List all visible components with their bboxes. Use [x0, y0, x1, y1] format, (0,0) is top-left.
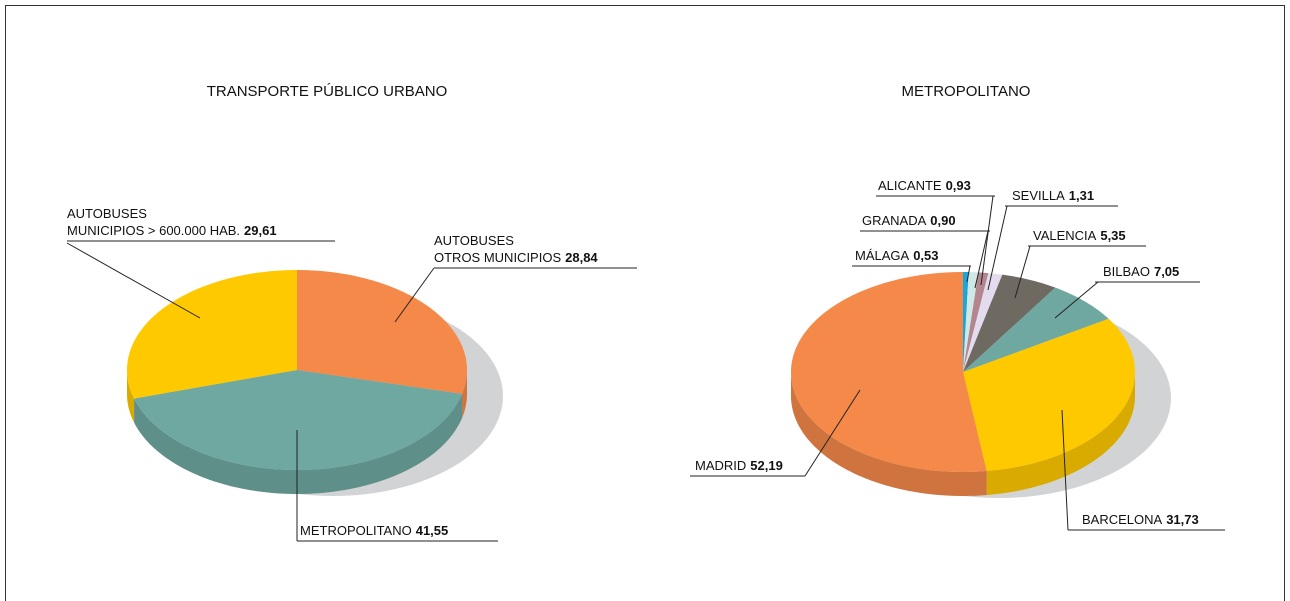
slice-side	[791, 372, 987, 496]
slice-side	[986, 372, 1135, 496]
value-label: 41,55	[415, 523, 449, 538]
slice-side	[127, 370, 135, 423]
leader-line	[1061, 409, 1069, 531]
value-label: 28,84	[565, 250, 598, 265]
slice-label: METROPOLITANO 41,55	[300, 522, 448, 539]
value-label: 1,31	[1068, 188, 1095, 203]
pie-slice	[963, 272, 969, 372]
slice-label: BARCELONA 31,73	[1082, 511, 1199, 528]
value-label: 0,53	[913, 248, 939, 263]
leader-line	[966, 265, 971, 283]
leader-line	[974, 230, 989, 289]
leader-line	[1014, 245, 1031, 299]
pie-slice	[963, 274, 1056, 372]
category-label: ALICANTE	[878, 178, 942, 193]
chart-title: TRANSPORTE PÚBLICO URBANO	[206, 83, 448, 100]
leader-line	[66, 242, 201, 319]
pie-slice	[963, 272, 989, 372]
chart-title: METROPOLITANO	[901, 83, 1031, 100]
slice-label: ALICANTE 0,93	[878, 177, 971, 194]
leader-line	[980, 195, 994, 286]
slice-label: VALENCIA 5,35	[1033, 227, 1126, 244]
leader-line	[1054, 281, 1099, 319]
slice-label: GRANADA 0,90	[862, 212, 956, 229]
category-label: AUTOBUSES MUNICIPIOS > 600.000 HAB.	[67, 206, 241, 238]
category-label: MADRID	[695, 458, 747, 473]
slice-side	[134, 393, 463, 494]
leader-line	[987, 205, 1008, 291]
category-label: METROPOLITANO	[300, 523, 412, 538]
leader-line	[394, 267, 435, 323]
leader-line	[804, 389, 861, 477]
pie-slice	[963, 273, 1003, 372]
slice-label: MADRID 52,19	[695, 457, 783, 474]
value-label: 0,93	[945, 178, 971, 193]
slice-side	[462, 370, 467, 418]
pie-slice	[127, 270, 297, 399]
slice-label: SEVILLA 1,31	[1012, 187, 1094, 204]
pie-slice	[134, 370, 463, 470]
category-label: GRANADA	[862, 213, 927, 228]
slice-label: AUTOBUSES MUNICIPIOS > 600.000 HAB. 29,61	[67, 205, 277, 239]
category-label: BARCELONA	[1082, 512, 1163, 527]
value-label: 29,61	[244, 223, 277, 238]
slice-label: BILBAO 7,05	[1103, 263, 1179, 280]
value-label: 0,90	[930, 213, 956, 228]
pie-slice	[963, 272, 979, 372]
value-label: 31,73	[1166, 512, 1199, 527]
pie-slice	[963, 318, 1135, 472]
pie-slice	[963, 287, 1109, 372]
pie-slice	[297, 270, 467, 394]
slice-label: MÁLAGA 0,53	[855, 247, 939, 264]
category-label: BILBAO	[1103, 264, 1150, 279]
slice-label: AUTOBUSES OTROS MUNICIPIOS 28,84	[434, 232, 598, 266]
value-label: 52,19	[750, 458, 783, 473]
category-label: SEVILLA	[1012, 188, 1065, 203]
value-label: 7,05	[1153, 264, 1180, 279]
category-label: MÁLAGA	[855, 248, 910, 263]
category-label: VALENCIA	[1033, 228, 1097, 243]
category-label: AUTOBUSES OTROS MUNICIPIOS	[434, 233, 562, 265]
frame	[5, 5, 1285, 601]
value-label: 5,35	[1100, 228, 1126, 243]
